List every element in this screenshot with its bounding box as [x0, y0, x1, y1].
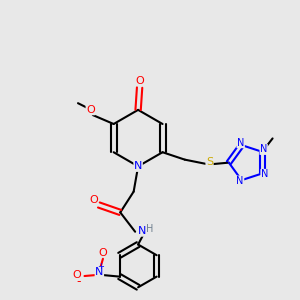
Text: O: O [73, 270, 82, 280]
Text: N: N [236, 176, 244, 186]
Text: N: N [137, 226, 146, 236]
Text: N: N [260, 144, 267, 154]
Text: N: N [95, 267, 103, 277]
Text: -: - [76, 275, 81, 289]
Text: N: N [237, 138, 244, 148]
Text: S: S [206, 157, 213, 167]
Text: O: O [135, 76, 144, 86]
Text: O: O [89, 195, 98, 205]
Text: O: O [99, 248, 107, 258]
Text: N: N [134, 161, 142, 171]
Text: +: + [97, 262, 104, 271]
Text: H: H [146, 224, 153, 234]
Text: N: N [261, 169, 268, 179]
Text: O: O [86, 105, 95, 115]
